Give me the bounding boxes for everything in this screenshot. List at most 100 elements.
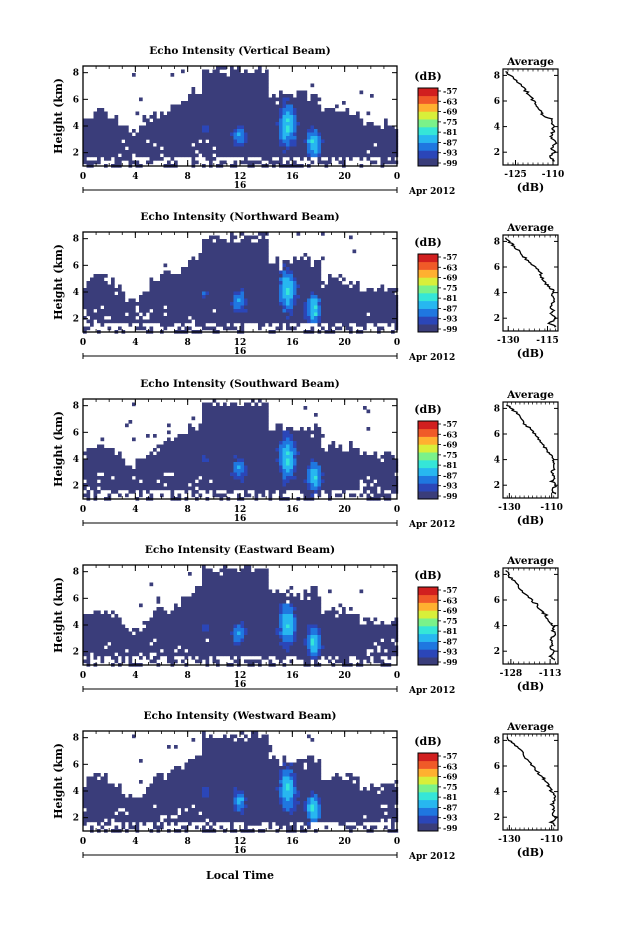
echo-cell xyxy=(97,448,101,452)
echo-cell xyxy=(90,451,94,456)
echo-cell xyxy=(100,284,105,289)
echo-cell xyxy=(342,465,346,470)
echo-cell xyxy=(272,288,276,292)
echo-cell xyxy=(282,122,287,126)
echo-cell xyxy=(265,150,269,154)
echo-cell xyxy=(177,288,182,292)
echo-cell xyxy=(296,455,301,459)
echo-cell xyxy=(261,430,266,435)
echo-cell xyxy=(97,462,101,466)
echo-cell xyxy=(342,305,346,310)
echo-cell xyxy=(247,108,252,112)
echo-cell xyxy=(219,427,224,431)
echo-cell xyxy=(177,472,182,477)
colorbar-tick-label: -81 xyxy=(443,293,457,303)
echo-cell xyxy=(223,263,227,268)
echo-cell xyxy=(310,465,315,470)
echo-cell xyxy=(265,486,269,491)
avg-x-tick-label: -125 xyxy=(504,170,527,180)
echo-cell xyxy=(146,486,150,491)
colorbar-tick-label: -57 xyxy=(443,252,457,262)
echo-cell xyxy=(356,302,360,306)
echo-cell xyxy=(240,437,245,442)
avg-y-tick-label: 6 xyxy=(494,97,500,107)
echo-cell xyxy=(219,298,224,303)
echo-cell xyxy=(352,298,357,303)
echo-cell xyxy=(177,302,182,306)
echo-cell xyxy=(226,305,231,310)
echo-cell xyxy=(195,263,199,268)
echo-cell xyxy=(282,458,287,463)
echo-cell xyxy=(352,476,357,480)
echo-cell xyxy=(261,288,266,292)
echo-cell xyxy=(209,451,213,456)
echo-cell xyxy=(107,448,112,452)
echo-cell xyxy=(202,416,206,421)
echo-cell xyxy=(142,469,147,473)
echo-cell xyxy=(202,80,206,84)
echo-cell xyxy=(93,122,98,126)
echo-cell xyxy=(198,291,203,296)
echo-cell xyxy=(135,462,140,466)
echo-cell xyxy=(324,462,329,466)
echo-cell xyxy=(303,465,308,470)
echo-cell xyxy=(254,146,259,151)
echo-cell xyxy=(247,455,252,459)
echo-cell xyxy=(335,312,339,317)
echo-cell xyxy=(209,122,213,126)
echo-cell xyxy=(247,249,252,254)
echo-cell xyxy=(97,465,101,470)
echo-cell xyxy=(219,455,224,459)
echo-cell xyxy=(177,118,182,123)
echo-cell xyxy=(107,302,112,306)
echo-cell xyxy=(387,479,392,484)
echo-cell xyxy=(230,305,234,310)
echo-cell xyxy=(205,246,210,250)
echo-cell xyxy=(191,263,196,268)
echo-cell xyxy=(251,267,255,271)
echo-cell xyxy=(328,291,332,296)
echo-cell xyxy=(349,115,353,119)
echo-cell xyxy=(345,146,350,151)
echo-cell xyxy=(223,309,227,313)
echo-cell xyxy=(114,458,119,463)
echo-cell xyxy=(338,486,343,491)
echo-cell xyxy=(286,97,290,102)
echo-cell xyxy=(198,277,203,282)
echo-cell xyxy=(97,458,101,463)
echo-cell xyxy=(212,430,217,435)
echo-cell xyxy=(149,479,154,484)
echo-cell xyxy=(195,291,199,296)
echo-cell xyxy=(93,298,98,303)
echo-cell xyxy=(240,129,245,133)
echo-cell xyxy=(219,136,224,140)
echo-cell xyxy=(272,312,276,317)
echo-cell xyxy=(261,444,266,449)
echo-cell xyxy=(268,465,273,470)
echo-cell xyxy=(104,472,108,477)
echo-cell xyxy=(156,305,161,310)
echo-cell xyxy=(135,111,140,116)
echo-cell xyxy=(352,312,357,317)
echo-cell xyxy=(251,302,255,306)
echo-cell xyxy=(366,472,371,477)
echo-cell xyxy=(149,302,154,306)
echo-cell xyxy=(100,277,105,282)
echo-cell xyxy=(345,298,350,303)
echo-cell xyxy=(296,267,301,271)
echo-cell xyxy=(223,256,227,261)
echo-cell xyxy=(258,104,262,109)
echo-cell xyxy=(286,316,290,320)
echo-cell xyxy=(240,295,245,299)
echo-cell xyxy=(370,288,374,292)
echo-cell xyxy=(181,153,185,158)
echo-cell xyxy=(286,430,290,435)
echo-cell xyxy=(282,455,287,459)
echo-cell xyxy=(188,150,192,154)
echo-cell xyxy=(254,90,259,95)
echo-cell xyxy=(240,302,245,306)
echo-cell xyxy=(142,129,147,133)
echo-cell xyxy=(198,455,203,459)
echo-cell xyxy=(216,83,220,88)
echo-cell xyxy=(237,465,241,470)
